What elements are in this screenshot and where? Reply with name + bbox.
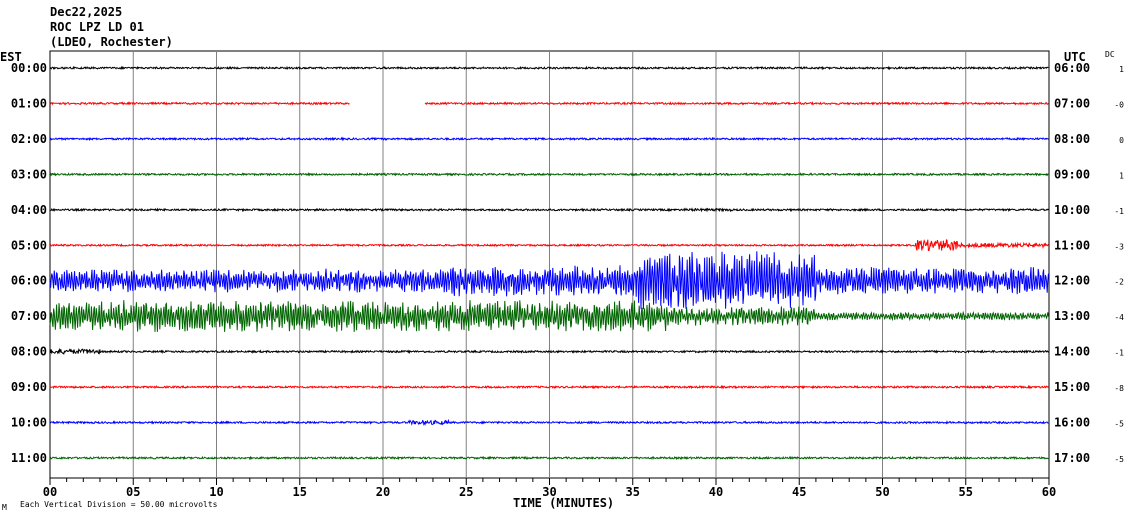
x-axis-label: TIME (MINUTES) <box>513 496 614 510</box>
est-label: 08:00 <box>11 345 47 359</box>
x-tick-label: 05 <box>126 485 140 499</box>
corner-mark: M <box>2 503 7 512</box>
est-label: 00:00 <box>11 61 47 75</box>
trace-0100 <box>49 101 1049 106</box>
grid-lines <box>49 50 1050 479</box>
x-tick-label: 40 <box>709 485 723 499</box>
x-tick-label: 20 <box>376 485 390 499</box>
trace-1100 <box>49 455 1049 461</box>
x-tick-label: 45 <box>792 485 806 499</box>
row-labels: 00:00 06:00 1 01:00 07:00 -0 02:00 08:00 0 03:00 0… <box>11 61 1124 465</box>
chart-date: Dec22,2025 <box>50 5 122 19</box>
x-axis-ticks: 00 05 10 15 20 25 30 35 40 45 50 55 60 <box>43 478 1056 499</box>
utc-label: 12:00 <box>1054 274 1090 288</box>
est-label: 09:00 <box>11 380 47 394</box>
x-tick-label: 30 <box>542 485 556 499</box>
utc-label: 15:00 <box>1054 380 1090 394</box>
x-tick-label: 35 <box>626 485 640 499</box>
x-tick-label: 55 <box>959 485 973 499</box>
utc-label: 14:00 <box>1054 345 1090 359</box>
utc-label: 13:00 <box>1054 309 1090 323</box>
utc-label: 08:00 <box>1054 132 1090 146</box>
est-label: 10:00 <box>11 416 47 430</box>
trace-0000 <box>49 65 1049 71</box>
est-label: 06:00 <box>11 274 47 288</box>
trace-0900 <box>50 384 1049 390</box>
est-axis-title: EST <box>0 50 22 64</box>
scale-note: Each Vertical Division = 50.00 microvolt… <box>20 500 218 509</box>
utc-label: 09:00 <box>1054 167 1090 181</box>
utc-axis-title: UTC <box>1064 50 1086 64</box>
est-label: 05:00 <box>11 238 47 252</box>
dc-value: -2 <box>1114 278 1124 287</box>
est-label: 11:00 <box>11 451 47 465</box>
est-label: 01:00 <box>11 96 47 110</box>
chart-network: (LDEO, Rochester) <box>50 35 173 49</box>
x-tick-label: 50 <box>875 485 889 499</box>
dc-value: 0 <box>1119 136 1124 145</box>
dc-value: -0 <box>1114 100 1124 109</box>
trace-0600 <box>49 251 1049 310</box>
utc-label: 17:00 <box>1054 451 1090 465</box>
dc-value: -4 <box>1114 313 1124 322</box>
dc-value: -1 <box>1114 207 1124 216</box>
utc-label: 07:00 <box>1054 96 1090 110</box>
traces <box>49 65 1049 461</box>
dc-value: 1 <box>1119 65 1124 74</box>
x-tick-label: 15 <box>293 485 307 499</box>
trace-0800 <box>49 347 1049 356</box>
trace-0300 <box>49 172 1049 177</box>
trace-0700 <box>49 300 1049 332</box>
dc-value: 1 <box>1119 171 1124 180</box>
dc-value: -8 <box>1114 384 1124 393</box>
est-label: 02:00 <box>11 132 47 146</box>
trace-1000 <box>49 418 1049 427</box>
trace-0200 <box>49 136 1049 142</box>
utc-label: 10:00 <box>1054 203 1090 217</box>
trace-0400 <box>49 207 1049 213</box>
x-tick-label: 25 <box>459 485 473 499</box>
x-tick-label: 00 <box>43 485 57 499</box>
chart-station: ROC LPZ LD 01 <box>50 20 144 34</box>
est-label: 07:00 <box>11 309 47 323</box>
dc-title: DC <box>1105 50 1115 59</box>
utc-label: 06:00 <box>1054 61 1090 75</box>
dc-value: -1 <box>1114 349 1124 358</box>
utc-label: 11:00 <box>1054 238 1090 252</box>
dc-value: -3 <box>1114 242 1124 251</box>
trace-0500 <box>49 239 1049 252</box>
x-tick-label: 10 <box>209 485 223 499</box>
dc-value: -5 <box>1114 420 1124 429</box>
est-label: 04:00 <box>11 203 47 217</box>
est-label: 03:00 <box>11 167 47 181</box>
dc-value: -5 <box>1114 455 1124 464</box>
x-tick-label: 60 <box>1042 485 1056 499</box>
utc-label: 16:00 <box>1054 416 1090 430</box>
